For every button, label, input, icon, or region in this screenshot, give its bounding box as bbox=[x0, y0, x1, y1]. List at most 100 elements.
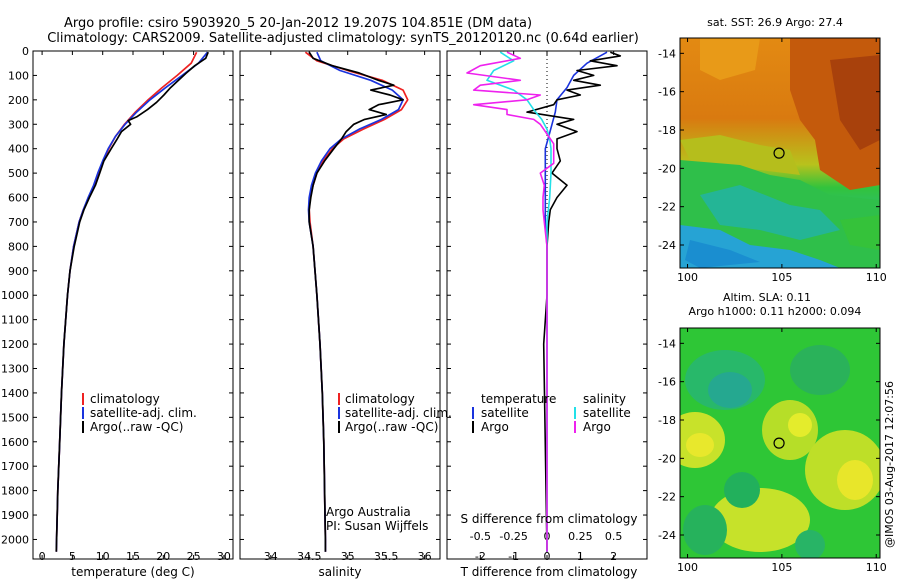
difference-t-tick-label: 0 bbox=[544, 550, 551, 563]
temperature-tick-label: 20 bbox=[156, 550, 170, 563]
sst-field bbox=[680, 38, 880, 268]
temperature-tick-label: 0 bbox=[39, 550, 46, 563]
figure-subtitle: Climatology: CARS2009. Satellite-adjuste… bbox=[47, 31, 639, 46]
sla-map-title: Altim. SLA: 0.11 bbox=[723, 291, 811, 304]
map-lon-label: 110 bbox=[866, 271, 887, 284]
pi-annotation-line2: PI: Susan Wijffels bbox=[326, 519, 428, 533]
map-lat-label: -20 bbox=[658, 452, 676, 465]
difference-line-2 bbox=[486, 51, 552, 552]
temperature-tick-label: 30 bbox=[217, 550, 231, 563]
map-lat-label: -22 bbox=[658, 491, 676, 504]
map-lon-label: 110 bbox=[866, 561, 887, 574]
difference-t-tick-label: -2 bbox=[475, 550, 486, 563]
legend-label: satellite bbox=[481, 406, 529, 420]
depth-tick-label: 800 bbox=[8, 240, 29, 253]
sst-map-title: sat. SST: 26.9 Argo: 27.4 bbox=[707, 16, 843, 29]
map-lat-label: -20 bbox=[658, 162, 676, 175]
difference-legend-salinity: salinity satellite Argo bbox=[574, 392, 631, 434]
map-lat-label: -18 bbox=[658, 414, 676, 427]
difference-legend-temperature: temperature satellite Argo bbox=[472, 392, 556, 434]
map-lat-label: -14 bbox=[658, 47, 676, 60]
temperature-tick-label: 15 bbox=[126, 550, 140, 563]
credit-text: @IMOS 03-Aug-2017 12:07:56 bbox=[883, 381, 896, 548]
depth-axis: 0 100 200 300 400 500 600 700 800 900 1000 1100 1200… bbox=[1, 45, 647, 546]
salinity-axes bbox=[239, 50, 441, 560]
map-lat-label: -24 bbox=[658, 239, 676, 252]
temperature-plot: 0 5 10 15 20 25 30 bbox=[39, 51, 231, 563]
legend-label: Argo(..raw -QC) bbox=[90, 420, 183, 434]
salinity-tick-label: 35.5 bbox=[374, 550, 399, 563]
salinity-line-1 bbox=[307, 51, 404, 552]
sst-map-axes: 100 105 110 -14 -16 -18 -20 -22 -24 bbox=[658, 38, 887, 284]
temperature-line-1 bbox=[55, 51, 209, 552]
depth-tick-label: 700 bbox=[8, 216, 29, 229]
difference-line-3 bbox=[466, 51, 555, 552]
depth-tick-label: 500 bbox=[8, 167, 29, 180]
depth-tick-label: 300 bbox=[8, 118, 29, 131]
legend-title: temperature bbox=[481, 392, 556, 406]
depth-tick-label: 1900 bbox=[1, 509, 29, 522]
depth-tick-label: 2000 bbox=[1, 533, 29, 546]
pi-annotation-line1: Argo Australia bbox=[326, 505, 411, 519]
sla-field bbox=[680, 328, 880, 558]
map-lat-label: -16 bbox=[658, 376, 676, 389]
temperature-line-2 bbox=[55, 51, 209, 552]
salinity-line-2 bbox=[308, 51, 404, 552]
sla-argo-location-marker bbox=[773, 437, 785, 449]
temperature-tick-label: 5 bbox=[69, 550, 76, 563]
legend-label: climatology bbox=[90, 392, 160, 406]
salinity-tick-label: 36 bbox=[418, 550, 432, 563]
map-lat-label: -22 bbox=[658, 201, 676, 214]
legend-label: Argo bbox=[481, 420, 509, 434]
depth-tick-label: 0 bbox=[22, 45, 29, 58]
map-lat-label: -24 bbox=[658, 529, 676, 542]
difference-s-tick-label: 0.5 bbox=[605, 530, 623, 543]
depth-tick-label: 1000 bbox=[1, 289, 29, 302]
sst-map: sat. SST: 26.9 Argo: 27.4 100 105 110 -14 -1… bbox=[658, 16, 887, 284]
difference-s-tick-label: -0.25 bbox=[499, 530, 527, 543]
legend-label: climatology bbox=[345, 392, 415, 406]
difference-t-tick-label: -1 bbox=[508, 550, 519, 563]
salinity-line-0 bbox=[304, 51, 409, 552]
depth-tick-label: 1600 bbox=[1, 436, 29, 449]
depth-tick-label: 1500 bbox=[1, 411, 29, 424]
salinity-legend: climatology satellite-adj. clim. Argo(..… bbox=[338, 392, 452, 434]
sla-map-axes: 100 105 110 -14 -16 -18 -20 -22 -24 bbox=[658, 328, 887, 574]
depth-tick-label: 600 bbox=[8, 192, 29, 205]
map-lat-label: -14 bbox=[658, 337, 676, 350]
difference-plot: -2 -1 0 1 2-0.5 -0.25 0 0.25 0.5 bbox=[466, 51, 623, 563]
difference-line-1 bbox=[526, 51, 622, 552]
depth-tick-label: 1200 bbox=[1, 338, 29, 351]
depth-tick-label: 200 bbox=[8, 94, 29, 107]
sst-argo-location-marker bbox=[773, 147, 785, 159]
map-lon-label: 105 bbox=[771, 271, 792, 284]
salinity-plot: 34 34.5 35 35.5 36 bbox=[264, 51, 432, 563]
difference-t-tick-label: 1 bbox=[577, 550, 584, 563]
map-lon-label: 100 bbox=[677, 561, 698, 574]
difference-s-tick-label: 0.25 bbox=[568, 530, 593, 543]
depth-tick-label: 900 bbox=[8, 265, 29, 278]
salinity-tick-label: 35 bbox=[341, 550, 355, 563]
temperature-legend: climatology satellite-adj. clim. Argo(..… bbox=[82, 392, 197, 434]
difference-s-tick-label: -0.5 bbox=[470, 530, 491, 543]
figure-title: Argo profile: csiro 5903920_5 20-Jan-201… bbox=[64, 16, 532, 31]
temperature-tick-label: 25 bbox=[187, 550, 201, 563]
sla-map: Altim. SLA: 0.11 Argo h1000: 0.11 h2000:… bbox=[658, 291, 887, 574]
map-lon-label: 100 bbox=[677, 271, 698, 284]
sla-map-subtitle: Argo h1000: 0.11 h2000: 0.094 bbox=[689, 305, 862, 318]
temperature-xlabel: temperature (deg C) bbox=[71, 565, 194, 579]
depth-tick-label: 1800 bbox=[1, 485, 29, 498]
map-lon-label: 105 bbox=[771, 561, 792, 574]
depth-tick-label: 400 bbox=[8, 143, 29, 156]
depth-tick-label: 1400 bbox=[1, 387, 29, 400]
salinity-tick-label: 34 bbox=[264, 550, 278, 563]
depth-tick-label: 1100 bbox=[1, 314, 29, 327]
map-lat-label: -18 bbox=[658, 124, 676, 137]
depth-tick-label: 1300 bbox=[1, 363, 29, 376]
temperature-tick-label: 10 bbox=[96, 550, 110, 563]
temperature-axes bbox=[32, 50, 234, 560]
difference-xlabel: T difference from climatology bbox=[460, 565, 638, 579]
legend-label: Argo(..raw -QC) bbox=[345, 420, 438, 434]
depth-tick-label: 1700 bbox=[1, 460, 29, 473]
